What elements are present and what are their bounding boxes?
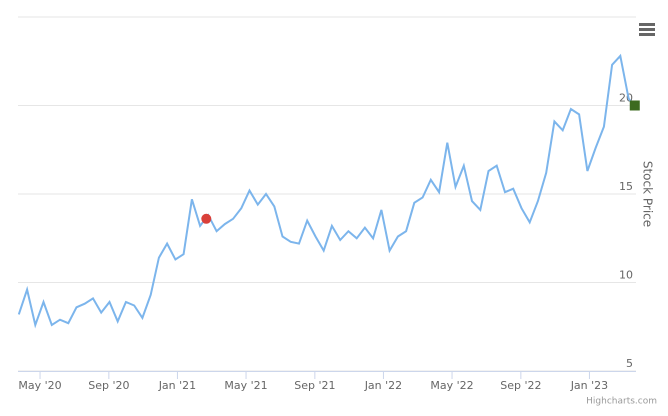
y-tick-label: 5 xyxy=(626,357,633,370)
x-tick-label: Sep '21 xyxy=(294,379,335,392)
menu-bar xyxy=(639,33,655,36)
credits[interactable]: Highcharts.com xyxy=(586,397,657,407)
marker-circle xyxy=(201,213,212,224)
x-tick-label: May '20 xyxy=(18,379,61,392)
menu-bar xyxy=(639,28,655,31)
x-tick-label: Sep '20 xyxy=(88,379,129,392)
y-axis-title: Stock Price xyxy=(641,161,655,227)
menu-bar xyxy=(639,23,655,26)
marker-square xyxy=(629,100,640,111)
x-tick-label: May '21 xyxy=(224,379,267,392)
x-tick-label: May '22 xyxy=(430,379,473,392)
x-tick-label: Sep '22 xyxy=(500,379,541,392)
y-tick-label: 10 xyxy=(619,269,633,282)
y-tick-label: 15 xyxy=(619,180,633,193)
x-tick-label: Jan '23 xyxy=(570,379,608,392)
x-tick-label: Jan '21 xyxy=(158,379,196,392)
price-line xyxy=(17,53,636,329)
menu-button[interactable] xyxy=(639,23,655,36)
x-tick-label: Jan '22 xyxy=(364,379,402,392)
